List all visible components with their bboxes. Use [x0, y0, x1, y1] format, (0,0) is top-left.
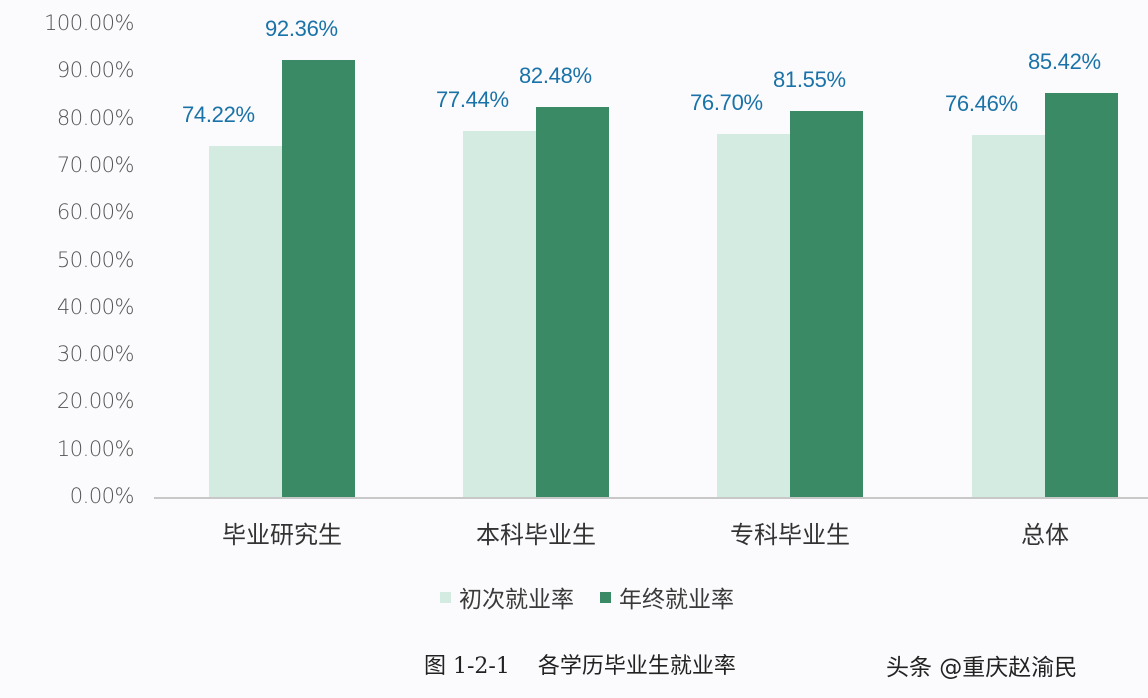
figure-caption: 图 1-2-1 各学历毕业生就业率: [424, 654, 736, 679]
x-tick-label: 毕业研究生: [222, 521, 342, 549]
y-tick-label: 90.00%: [56, 58, 135, 83]
y-tick-label: 60.00%: [56, 200, 135, 225]
data-label: 74.22%: [182, 101, 255, 127]
y-tick-label: 50.00%: [56, 247, 135, 272]
data-label: 81.55%: [773, 67, 846, 93]
y-tick-label: 40.00%: [56, 294, 135, 319]
bar-year-end: [790, 111, 863, 497]
bar-initial: [972, 135, 1045, 497]
y-tick-label: 30.00%: [56, 342, 135, 367]
bar-initial: [209, 145, 282, 497]
y-tick-label: 20.00%: [56, 389, 135, 414]
data-label: 76.46%: [945, 91, 1018, 117]
data-label: 82.48%: [519, 62, 592, 88]
bar-initial: [463, 130, 536, 497]
y-tick-label: 70.00%: [56, 152, 135, 177]
legend-swatch-icon: [440, 591, 451, 603]
bar-year-end: [282, 60, 355, 497]
legend-label: 初次就业率: [459, 587, 574, 613]
y-tick-label: 80.00%: [56, 105, 135, 130]
x-tick-label: 专科毕业生: [730, 521, 850, 549]
data-label: 85.42%: [1028, 48, 1101, 74]
bar-initial: [717, 134, 790, 497]
data-label: 77.44%: [436, 86, 509, 112]
legend-item-initial-rate: 初次就业率: [440, 580, 574, 614]
data-label: 92.36%: [265, 16, 338, 42]
x-axis-line: [154, 497, 1148, 499]
legend-swatch-icon: [600, 591, 611, 603]
legend-item-year-end-rate: 年终就业率: [600, 580, 734, 614]
bar-year-end: [536, 106, 609, 497]
x-tick-label: 本科毕业生: [476, 521, 596, 549]
watermark: 头条 @重庆赵渝民: [886, 655, 1078, 681]
y-tick-label: 100.00%: [44, 11, 134, 35]
y-tick-label: 0.00%: [69, 484, 135, 508]
y-tick-label: 10.00%: [56, 436, 135, 461]
x-tick-label: 总体: [1021, 521, 1069, 549]
legend-label: 年终就业率: [619, 587, 734, 613]
data-label: 76.70%: [690, 90, 763, 116]
legend: 初次就业率 年终就业率: [440, 580, 752, 614]
bar-year-end: [1045, 92, 1118, 497]
